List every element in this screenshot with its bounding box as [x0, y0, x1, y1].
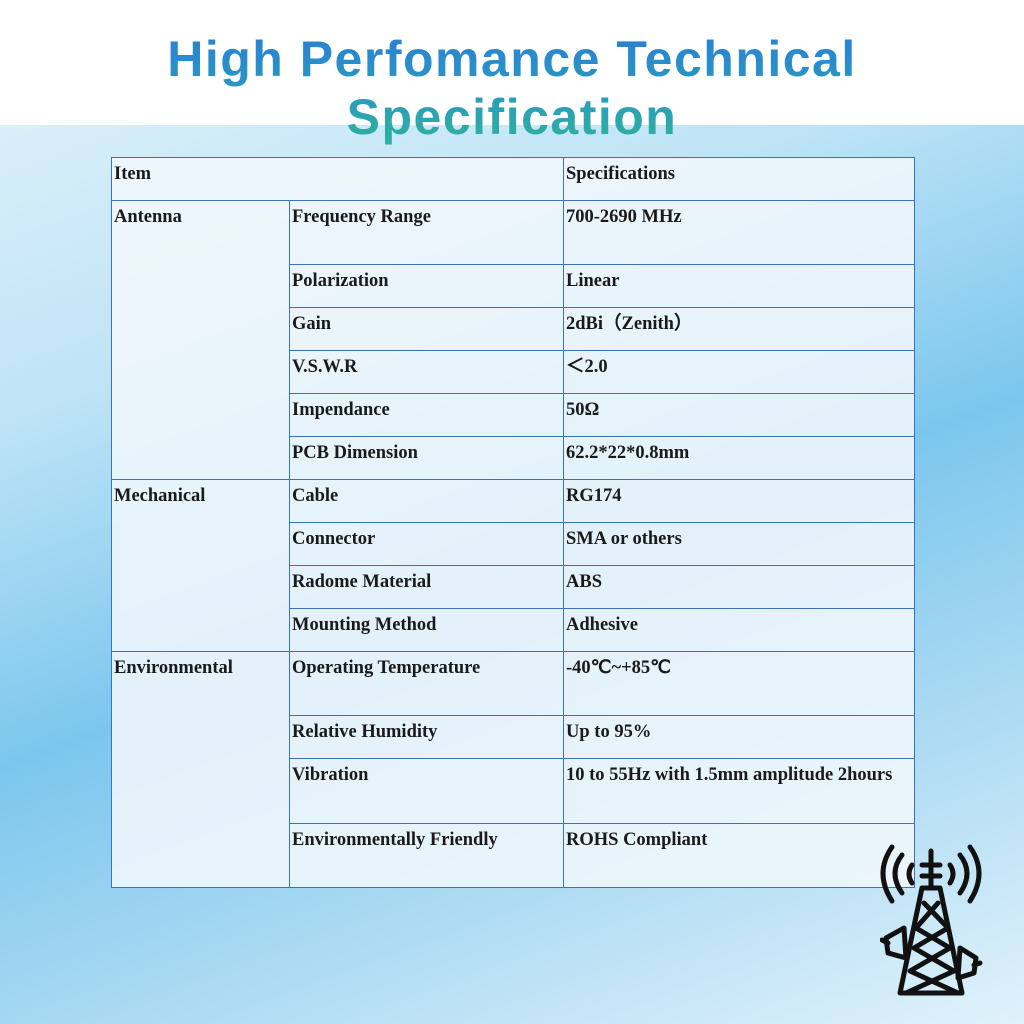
spec-row: V.S.W.R ＜2.0 [112, 350, 916, 394]
value-cell: 50Ω [563, 393, 916, 437]
header-cell: Item [110, 157, 565, 201]
item-cell: Connector [288, 522, 565, 566]
value-cell: ＜2.0 [563, 350, 916, 394]
spec-row: Polarization Linear [112, 264, 916, 308]
item-cell: V.S.W.R [288, 350, 565, 394]
spec-row: Gain 2dBi（Zenith） [112, 307, 916, 351]
value-cell: Up to 95% [563, 715, 916, 759]
group-cell: Environmental [111, 651, 290, 888]
value-cell: 2dBi（Zenith） [563, 307, 916, 351]
spec-row: Environmentally Friendly ROHS Compliant [112, 823, 916, 888]
spec-row: Radome Material ABS [112, 565, 916, 609]
item-cell: Mounting Method [288, 608, 565, 652]
spec-row: Mechanical Cable RG174 [111, 479, 916, 652]
spec-table: Item Specifications Antenna Frequency Range… [110, 157, 916, 888]
item-cell: Radome Material [288, 565, 565, 609]
item-cell: Impendance [288, 393, 565, 437]
value-cell: Adhesive [563, 608, 916, 652]
item-cell: Polarization [288, 264, 565, 308]
value-cell: 700-2690 MHz [563, 200, 916, 265]
spec-row: Antenna Frequency Range 700-2690 MHz [111, 200, 916, 480]
spec-row: Connector SMA or others [112, 522, 916, 566]
header-cell: Specifications [563, 157, 916, 201]
item-cell: Gain [288, 307, 565, 351]
spec-row: Mounting Method Adhesive [112, 608, 916, 652]
value-cell: SMA or others [563, 522, 916, 566]
header-row: Item Specifications [110, 157, 916, 201]
value-cell: Linear [563, 264, 916, 308]
item-cell: Frequency Range [288, 200, 565, 265]
value-cell: 10 to 55Hz with 1.5mm amplitude 2hours [563, 758, 916, 824]
value-cell: RG174 [563, 479, 916, 523]
header-band [0, 0, 1024, 125]
item-cell: Environmentally Friendly [288, 823, 565, 888]
spec-row: Environmental Operating Temperature -40℃~+… [111, 651, 916, 888]
value-cell: ABS [563, 565, 916, 609]
group-cell: Antenna [111, 200, 290, 480]
item-cell: Relative Humidity [288, 715, 565, 759]
item-cell: Vibration [288, 758, 565, 824]
item-cell: Operating Temperature [288, 651, 565, 716]
spec-row: Relative Humidity Up to 95% [112, 715, 916, 759]
title: High Perfomance Technical Specification [0, 30, 1024, 146]
spec-row: PCB Dimension 62.2*22*0.8mm [112, 436, 916, 480]
item-cell: Cable [288, 479, 565, 523]
spec-row: Impendance 50Ω [112, 393, 916, 437]
value-cell: -40℃~+85℃ [563, 651, 916, 716]
item-cell: PCB Dimension [288, 436, 565, 480]
group-cell: Mechanical [111, 479, 290, 652]
value-cell: ROHS Compliant [563, 823, 916, 888]
value-cell: 62.2*22*0.8mm [563, 436, 916, 480]
tower-icon [880, 844, 983, 996]
